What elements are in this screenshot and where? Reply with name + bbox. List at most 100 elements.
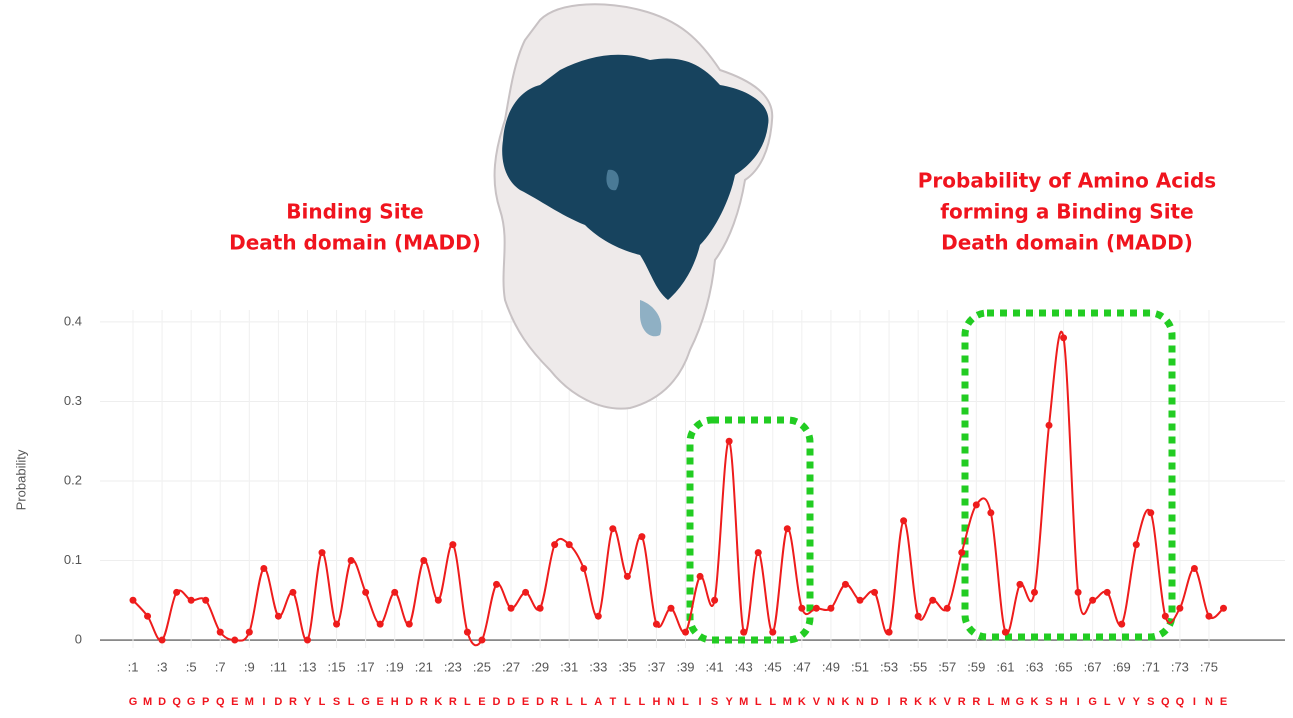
data-point [551,541,559,549]
sequence-letter: H [1060,696,1068,708]
sequence-letter: K [929,696,937,708]
x-tick-label: :43 [735,659,753,674]
sequence-letter: V [1118,696,1126,708]
sequence-letter: D [158,696,166,708]
data-point [594,612,602,620]
sequence-letter: L [348,696,355,708]
x-tick-label: :33 [589,659,607,674]
sequence-letter: M [739,696,748,708]
pocket [606,169,619,191]
x-tick-label: :25 [473,659,491,674]
sequence-letter: M [245,696,254,708]
data-point [289,588,297,596]
x-tick-label: :13 [298,659,316,674]
data-point [1001,628,1009,636]
sequence-letter: L [319,696,326,708]
sequence-letter: Q [1161,696,1170,708]
x-tick-label: :65 [1055,659,1073,674]
data-point [187,596,195,604]
sequence-letter: M [143,696,152,708]
data-point [1016,580,1024,588]
data-point [144,612,152,620]
data-point [420,557,428,565]
x-tick-label: :9 [244,659,255,674]
sequence-letter: D [871,696,879,708]
x-tick-label: :29 [531,659,549,674]
x-tick-label: :71 [1142,659,1160,674]
sequence-letter: D [493,696,501,708]
data-point [827,604,835,612]
sequence-letter: M [783,696,792,708]
data-point [725,437,733,445]
data-point [1205,612,1213,620]
x-tick-label: :57 [938,659,956,674]
series-line [132,330,1225,647]
x-tick-label: :39 [676,659,694,674]
x-tick-label: :75 [1200,659,1218,674]
data-point [231,636,239,644]
x-tick-label: :5 [186,659,197,674]
data-point [158,636,166,644]
sequence-letter: K [841,696,849,708]
sequence-letter: Q [216,696,225,708]
data-point [623,572,631,580]
data-point [493,580,500,588]
x-tick-label: :3 [157,659,168,674]
sequence-letter: D [536,696,544,708]
data-point [405,620,413,628]
data-point [565,541,573,549]
chart-title: forming a Binding Site [940,200,1193,224]
sequence-letter: D [507,696,515,708]
sequence-letter: I [888,696,891,708]
sequence-letter: G [1088,696,1097,708]
x-tick-label: :73 [1171,659,1189,674]
data-point [376,620,384,628]
data-point [914,612,922,620]
y-tick-label: 0.4 [64,313,82,328]
sequence-letter: H [391,696,399,708]
sequence-letter: D [274,696,282,708]
x-tick-label: :49 [822,659,840,674]
data-point [245,628,253,636]
sequence-letter: E [522,696,529,708]
x-tick-label: :27 [502,659,520,674]
data-point [696,572,704,580]
data-point [900,517,908,525]
x-tick-label: :23 [444,659,462,674]
x-tick-label: :63 [1025,659,1043,674]
data-point [652,620,660,628]
x-tick-label: :47 [793,659,811,674]
data-point [972,501,980,509]
data-point [638,533,646,541]
data-point [798,604,806,612]
data-point [754,549,762,557]
y-tick-label: 0.3 [64,393,82,408]
data-point [769,628,777,636]
data-point [841,580,849,588]
data-point [1103,588,1111,596]
data-point [463,628,471,636]
y-tick-label: 0.2 [64,472,82,487]
data-point [711,596,719,604]
x-tick-label: :53 [880,659,898,674]
sequence-letter: N [1205,696,1213,708]
y-axis-label: Probability [13,449,28,510]
chart-title: Binding Site [286,200,423,224]
data-point [740,628,748,636]
plot [129,309,1227,647]
x-tick-label: :35 [618,659,636,674]
sequence-letter: K [434,696,442,708]
sequence-letter: G [129,696,138,708]
sequence-letter: G [1016,696,1025,708]
data-point [943,604,951,612]
sequence-letter: A [594,696,602,708]
sequence-letter: Q [172,696,181,708]
x-tick-label: :7 [215,659,226,674]
sequence-letter: L [464,696,471,708]
x-tick-label: :51 [851,659,869,674]
sequence-letter: I [1077,696,1080,708]
highlight-box [686,416,814,644]
highlight-box [961,309,1176,641]
data-point [173,588,181,596]
